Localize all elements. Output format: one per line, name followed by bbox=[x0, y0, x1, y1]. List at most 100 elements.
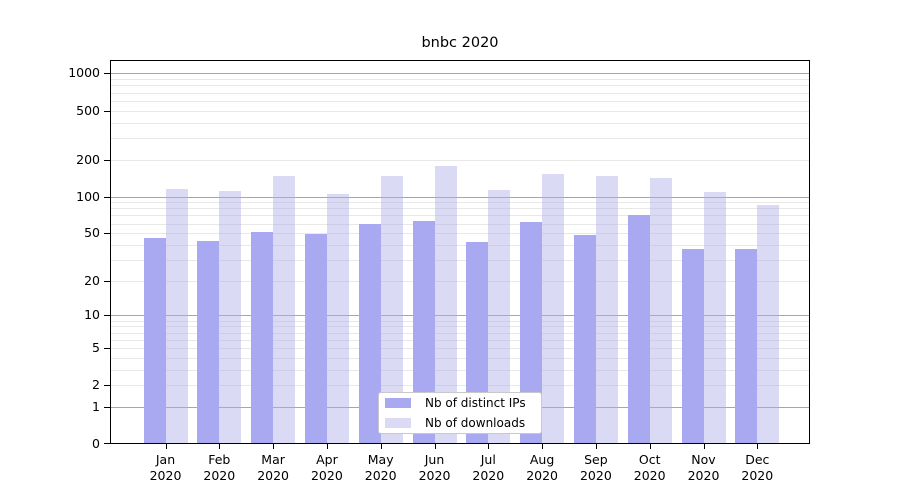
x-tick-mark bbox=[595, 444, 597, 449]
gridline-minor bbox=[110, 85, 810, 87]
bar-downloads bbox=[326, 193, 349, 444]
bar-downloads bbox=[219, 191, 242, 444]
gridline-minor bbox=[110, 369, 810, 371]
y-tick-mark bbox=[104, 110, 110, 112]
y-tick-label: 200 bbox=[76, 151, 100, 167]
y-tick-label: 0 bbox=[92, 436, 100, 451]
y-tick-mark bbox=[104, 315, 110, 317]
x-tick-mark bbox=[326, 444, 328, 449]
plot-area: Nb of distinct IPs Nb of downloads 0 1 2 5 1… bbox=[68, 60, 810, 483]
gridline-minor bbox=[110, 357, 810, 359]
bar-distinct-ips bbox=[251, 232, 274, 444]
gridline-minor bbox=[110, 326, 810, 328]
gridline-minor bbox=[110, 233, 810, 235]
x-tick-mark bbox=[380, 444, 382, 449]
gridline-minor bbox=[110, 347, 810, 349]
x-tick-mark bbox=[434, 444, 436, 449]
x-tick-label: May 2020 bbox=[364, 452, 397, 483]
gridline-minor bbox=[110, 259, 810, 261]
x-tick-label: Apr 2020 bbox=[310, 452, 343, 483]
gridline-minor bbox=[110, 223, 810, 225]
bar-distinct-ips bbox=[520, 221, 543, 444]
gridline-minor bbox=[110, 208, 810, 210]
x-tick-label: Jul 2020 bbox=[472, 452, 505, 483]
y-tick-mark bbox=[104, 196, 110, 198]
y-tick-label: 1000 bbox=[68, 65, 100, 81]
bar-downloads bbox=[703, 191, 726, 444]
bar-distinct-ips bbox=[197, 241, 220, 444]
x-tick-mark bbox=[165, 444, 167, 449]
x-tick-label: Sep 2020 bbox=[579, 452, 612, 483]
bar-distinct-ips bbox=[358, 223, 381, 444]
bar-downloads bbox=[649, 178, 672, 444]
gridline-minor bbox=[110, 79, 810, 81]
bar-distinct-ips bbox=[143, 237, 166, 444]
x-tick-label: Mar 2020 bbox=[257, 452, 289, 483]
x-tick-mark bbox=[488, 444, 490, 449]
gridline-minor bbox=[110, 137, 810, 139]
gridline-minor bbox=[110, 339, 810, 341]
bar-downloads bbox=[488, 189, 511, 444]
y-tick-mark bbox=[104, 280, 110, 282]
gridline-minor bbox=[110, 385, 810, 387]
gridline-minor bbox=[110, 244, 810, 246]
legend-label-downloads: Nb of downloads bbox=[425, 416, 526, 430]
bar-downloads bbox=[273, 176, 296, 444]
gridline-minor bbox=[110, 280, 810, 282]
y-tick-label: 20 bbox=[84, 272, 100, 288]
x-tick-mark bbox=[542, 444, 544, 449]
x-tick-label: Jun 2020 bbox=[418, 452, 451, 483]
legend: Nb of distinct IPs Nb of downloads bbox=[378, 392, 542, 434]
y-tick-mark bbox=[104, 159, 110, 161]
gridline-minor bbox=[110, 215, 810, 217]
y-tick-mark bbox=[104, 385, 110, 387]
gridline-minor bbox=[110, 92, 810, 94]
y-tick-label: 1 bbox=[92, 398, 100, 414]
bar-distinct-ips bbox=[573, 235, 596, 444]
bar-downloads bbox=[542, 174, 565, 444]
y-tick-mark bbox=[104, 347, 110, 349]
x-tick-mark bbox=[703, 444, 705, 449]
x-tick-label: Nov 2020 bbox=[687, 452, 720, 483]
gridline-minor bbox=[110, 100, 810, 102]
gridline-minor bbox=[110, 122, 810, 124]
x-tick-label: Dec 2020 bbox=[741, 452, 774, 483]
bar-distinct-ips bbox=[627, 215, 650, 444]
legend-swatch-downloads bbox=[385, 418, 411, 428]
y-tick-mark bbox=[104, 443, 110, 444]
bar-distinct-ips bbox=[412, 220, 435, 444]
gridline-minor bbox=[110, 320, 810, 322]
bar-downloads bbox=[380, 175, 403, 444]
x-tick-label: Oct 2020 bbox=[633, 452, 666, 483]
gridline-minor bbox=[110, 332, 810, 334]
bar-downloads bbox=[595, 176, 618, 444]
gridline-major bbox=[110, 73, 810, 75]
legend-label-distinct-ips: Nb of distinct IPs bbox=[425, 396, 526, 410]
y-tick-mark bbox=[104, 73, 110, 75]
x-tick-mark bbox=[757, 444, 759, 449]
bar-distinct-ips bbox=[681, 248, 704, 444]
x-tick-label: Aug 2020 bbox=[526, 452, 558, 483]
gridline-major bbox=[110, 315, 810, 317]
y-tick-label: 500 bbox=[76, 102, 100, 118]
y-tick-label: 50 bbox=[84, 225, 100, 241]
y-tick-label: 100 bbox=[76, 188, 100, 204]
bar-downloads bbox=[757, 205, 780, 444]
legend-swatch-distinct-ips bbox=[385, 398, 411, 408]
x-tick-label: Jan 2020 bbox=[149, 452, 182, 483]
legend-item-downloads: Nb of downloads bbox=[379, 414, 541, 432]
y-tick-mark bbox=[104, 406, 110, 408]
x-tick-mark bbox=[273, 444, 275, 449]
bar-downloads bbox=[165, 188, 188, 444]
gridline-minor bbox=[110, 110, 810, 112]
bar-distinct-ips bbox=[304, 234, 327, 444]
legend-item-distinct-ips: Nb of distinct IPs bbox=[379, 394, 541, 412]
x-tick-mark bbox=[219, 444, 221, 449]
y-tick-label: 5 bbox=[92, 339, 100, 355]
y-tick-mark bbox=[104, 233, 110, 235]
y-tick-label: 2 bbox=[92, 377, 100, 393]
bar-downloads bbox=[434, 166, 457, 444]
y-tick-label: 10 bbox=[84, 307, 100, 323]
x-tick-mark bbox=[649, 444, 651, 449]
